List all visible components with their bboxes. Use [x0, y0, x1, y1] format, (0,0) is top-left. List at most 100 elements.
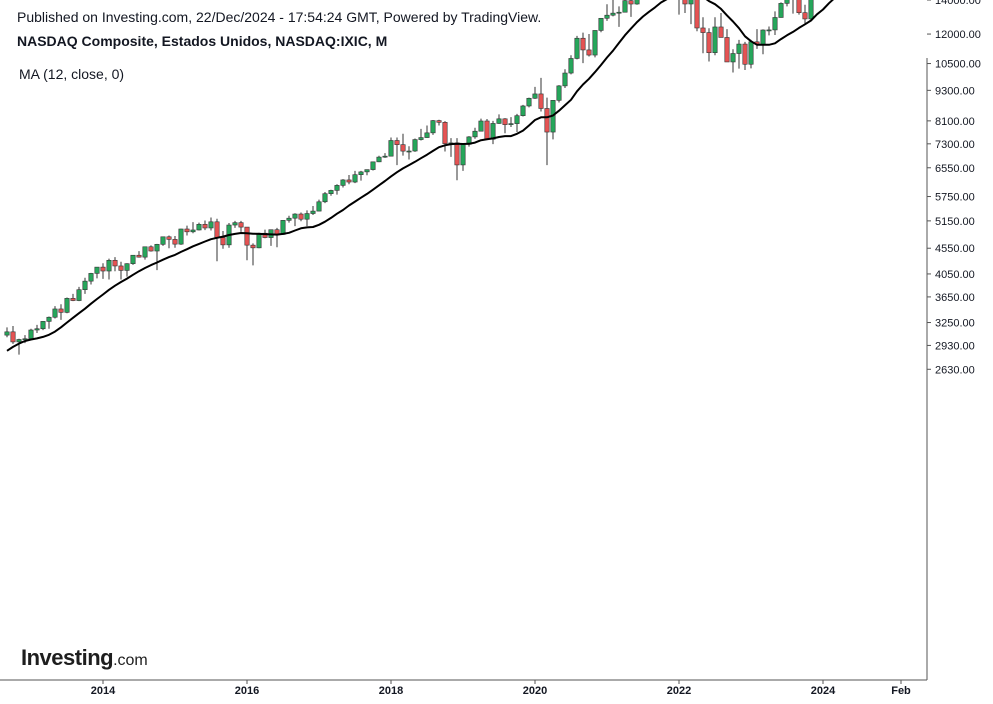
candle[interactable]	[316, 199, 322, 212]
candle[interactable]	[376, 155, 382, 163]
candle[interactable]	[172, 235, 178, 248]
candle[interactable]	[718, 13, 724, 38]
candle[interactable]	[772, 11, 778, 35]
candle[interactable]	[196, 222, 202, 231]
candle[interactable]	[70, 293, 76, 302]
candle[interactable]	[34, 324, 40, 333]
candle[interactable]	[478, 118, 484, 132]
indicator-label[interactable]: MA (12, close, 0)	[19, 66, 125, 82]
candle[interactable]	[160, 236, 166, 246]
candle[interactable]	[292, 213, 298, 227]
candle[interactable]	[796, 0, 802, 15]
candle[interactable]	[760, 29, 766, 55]
price-axis[interactable]: 24000.0021000.0018000.0016000.0014000.00…	[926, 0, 981, 680]
candle[interactable]	[328, 189, 334, 196]
candle[interactable]	[148, 245, 154, 252]
candle[interactable]	[202, 220, 208, 231]
candle[interactable]	[436, 119, 442, 126]
candle[interactable]	[256, 232, 262, 249]
candle[interactable]	[4, 327, 10, 338]
candle[interactable]	[634, 0, 640, 5]
candle[interactable]	[532, 86, 538, 99]
candle[interactable]	[610, 0, 616, 17]
candle[interactable]	[496, 114, 502, 124]
candle[interactable]	[304, 210, 310, 227]
candle[interactable]	[46, 316, 52, 329]
candle[interactable]	[502, 118, 508, 134]
candle[interactable]	[58, 304, 64, 320]
candle[interactable]	[622, 0, 628, 13]
candle[interactable]	[460, 143, 466, 171]
time-axis[interactable]: 2014 2016 2018 2020 2022 2024 Feb	[0, 679, 927, 697]
candle[interactable]	[310, 205, 316, 215]
candle[interactable]	[388, 137, 394, 157]
candle[interactable]	[586, 34, 592, 57]
candle[interactable]	[274, 227, 280, 248]
candle[interactable]	[677, 0, 681, 15]
candle[interactable]	[424, 125, 430, 138]
candle[interactable]	[754, 29, 760, 49]
candle[interactable]	[562, 69, 568, 88]
candle[interactable]	[742, 41, 748, 70]
candle[interactable]	[154, 243, 160, 271]
candle[interactable]	[520, 104, 526, 117]
candle[interactable]	[214, 218, 220, 262]
candle[interactable]	[412, 138, 418, 152]
candle[interactable]	[364, 169, 370, 176]
candle[interactable]	[250, 243, 256, 266]
candle[interactable]	[784, 0, 790, 7]
candle[interactable]	[442, 121, 448, 152]
candle[interactable]	[791, 0, 795, 14]
candle[interactable]	[358, 170, 364, 181]
candle[interactable]	[682, 0, 688, 14]
candle[interactable]	[184, 225, 190, 236]
candle[interactable]	[244, 226, 250, 261]
candle[interactable]	[574, 35, 580, 60]
candle[interactable]	[694, 0, 700, 32]
candle[interactable]	[712, 17, 718, 56]
candle[interactable]	[544, 97, 550, 166]
candle[interactable]	[688, 0, 694, 25]
candle[interactable]	[430, 120, 436, 135]
candle[interactable]	[706, 28, 712, 62]
candle[interactable]	[166, 235, 172, 249]
candle[interactable]	[124, 263, 130, 277]
candle[interactable]	[598, 17, 604, 33]
candle[interactable]	[322, 191, 328, 204]
candle[interactable]	[190, 222, 196, 234]
candle[interactable]	[106, 258, 112, 280]
candle[interactable]	[208, 217, 214, 231]
candle[interactable]	[118, 261, 124, 280]
candle[interactable]	[352, 170, 358, 184]
plot-area[interactable]	[4, 0, 891, 355]
candle[interactable]	[766, 26, 772, 36]
candle[interactable]	[112, 257, 118, 272]
candle[interactable]	[778, 2, 784, 18]
candle[interactable]	[28, 328, 34, 340]
candle[interactable]	[346, 174, 352, 185]
candle[interactable]	[382, 153, 388, 158]
candle[interactable]	[550, 100, 556, 140]
candle[interactable]	[238, 220, 244, 232]
candle[interactable]	[232, 220, 238, 228]
candle[interactable]	[340, 179, 346, 188]
candle[interactable]	[736, 39, 742, 69]
candle[interactable]	[10, 325, 16, 344]
candle[interactable]	[94, 266, 100, 279]
candle[interactable]	[286, 215, 292, 223]
candle[interactable]	[448, 138, 454, 157]
candle[interactable]	[298, 212, 304, 222]
candle[interactable]	[748, 39, 754, 69]
candle[interactable]	[64, 297, 70, 314]
candle[interactable]	[220, 230, 226, 249]
candle[interactable]	[418, 128, 424, 141]
candle[interactable]	[592, 30, 598, 58]
candle[interactable]	[526, 97, 532, 108]
candle[interactable]	[514, 113, 520, 133]
candle[interactable]	[334, 184, 340, 195]
candle[interactable]	[400, 133, 406, 156]
candle[interactable]	[484, 118, 490, 140]
candle[interactable]	[628, 0, 634, 17]
candle[interactable]	[568, 55, 574, 75]
candle[interactable]	[130, 254, 136, 265]
